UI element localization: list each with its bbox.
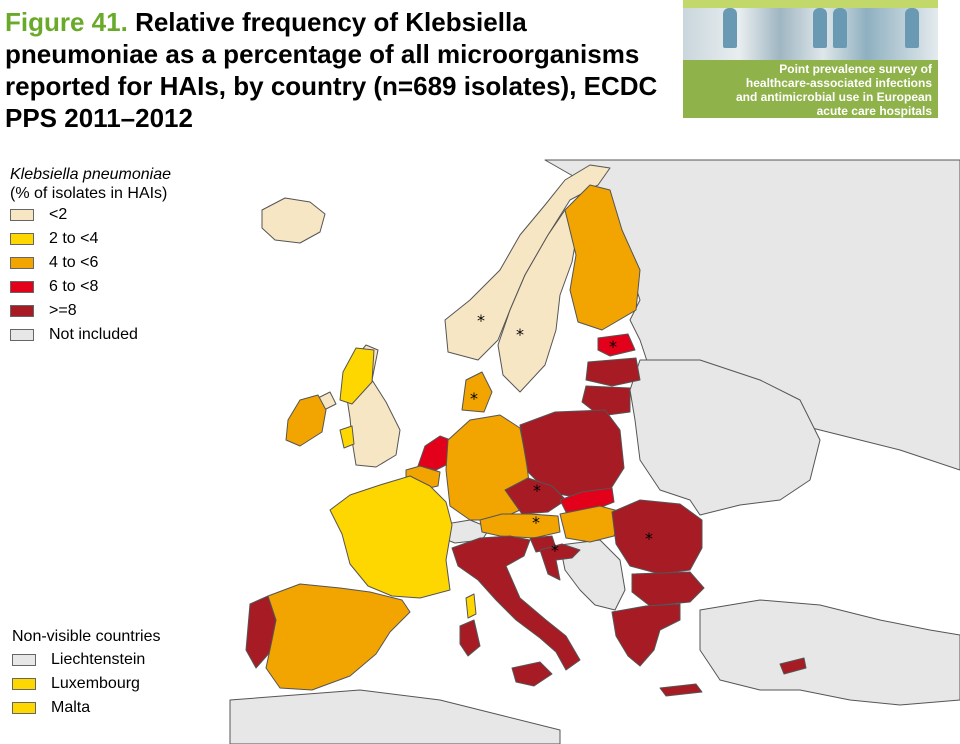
country-iceland xyxy=(261,197,326,244)
non-visible-label: Luxembourg xyxy=(51,675,140,692)
legend-title: Klebsiella pneumoniae (% of isolates in … xyxy=(10,165,171,203)
legend-title-italic: Klebsiella pneumoniae xyxy=(10,166,171,183)
legend-item: 4 to <6 xyxy=(10,251,171,275)
country-marker: * xyxy=(516,325,524,344)
legend-item: 2 to <4 xyxy=(10,227,171,251)
country-austria xyxy=(479,513,561,539)
country-norway xyxy=(444,164,611,361)
europe-choropleth-map: * * * * * * * * xyxy=(0,152,960,744)
figure-title-text: Relative frequency of Klebsiella pneumon… xyxy=(5,7,658,133)
non-visible-legend: Non-visible countries Liechtenstein Luxe… xyxy=(12,626,161,720)
legend-swatch xyxy=(10,281,34,293)
country-scotland xyxy=(339,347,375,405)
legend-title-rest: (% of isolates in HAIs) xyxy=(10,185,168,202)
report-cover-line: Point prevalence survey of xyxy=(779,62,932,76)
legend-swatch xyxy=(12,678,36,690)
report-cover-line: acute care hospitals xyxy=(816,104,932,118)
legend-swatch xyxy=(10,329,34,341)
country-latvia xyxy=(585,357,641,387)
legend-label: 2 to <4 xyxy=(49,230,99,247)
country-marker: * xyxy=(477,311,485,330)
country-greece xyxy=(611,603,681,667)
legend-item: >=8 xyxy=(10,299,171,323)
legend-swatch xyxy=(12,654,36,666)
country-turkey xyxy=(699,599,960,706)
figure-title: Figure 41. Relative frequency of Klebsie… xyxy=(5,6,675,134)
country-bulgaria xyxy=(631,571,705,607)
legend-swatch xyxy=(10,305,34,317)
country-denmark xyxy=(461,371,493,413)
legend-label: 6 to <8 xyxy=(49,278,99,295)
legend-item: Not included xyxy=(10,323,171,347)
legend-swatch xyxy=(10,209,34,221)
legend-swatch xyxy=(10,257,34,269)
country-finland xyxy=(564,184,641,331)
country-hungary xyxy=(559,505,623,543)
person-figure xyxy=(813,8,827,48)
country-balkans xyxy=(559,539,626,611)
country-north-africa xyxy=(229,689,561,744)
person-figure xyxy=(905,8,919,48)
person-figure xyxy=(833,8,847,48)
country-marker: * xyxy=(533,481,541,500)
country-estonia xyxy=(597,333,636,357)
report-cover-photo xyxy=(683,0,938,60)
legend-swatch xyxy=(12,702,36,714)
person-figure xyxy=(723,8,737,48)
country-marker: * xyxy=(470,389,478,408)
map-legend: Klebsiella pneumoniae (% of isolates in … xyxy=(10,165,171,347)
country-croatia xyxy=(539,543,581,581)
country-sardinia xyxy=(459,619,481,657)
country-crete xyxy=(659,683,703,697)
country-sicily xyxy=(511,661,553,687)
legend-label: >=8 xyxy=(49,302,77,319)
country-corsica xyxy=(465,593,477,619)
report-cover-image: Point prevalence survey of healthcare-as… xyxy=(683,0,938,118)
country-italy xyxy=(451,535,581,671)
country-wales xyxy=(339,425,355,449)
country-france xyxy=(329,475,453,599)
country-cyprus xyxy=(779,657,807,675)
non-visible-label: Malta xyxy=(51,699,91,716)
country-marker: * xyxy=(551,541,559,560)
legend-label: Not included xyxy=(49,326,138,343)
country-sweden xyxy=(497,209,579,393)
country-marker: * xyxy=(645,529,653,548)
report-cover-line: and antimicrobial use in European xyxy=(735,90,932,104)
country-romania xyxy=(611,499,703,575)
report-cover-title: Point prevalence survey of healthcare-as… xyxy=(683,62,938,118)
non-visible-item: Luxembourg xyxy=(12,672,161,696)
report-cover-line: healthcare-associated infections xyxy=(745,76,932,90)
country-marker: * xyxy=(532,513,540,532)
legend-swatch xyxy=(10,233,34,245)
legend-item: <2 xyxy=(10,203,171,227)
figure-label: Figure 41. xyxy=(5,7,128,37)
legend-label: <2 xyxy=(49,206,68,223)
non-visible-item: Malta xyxy=(12,696,161,720)
non-visible-title: Non-visible countries xyxy=(12,628,161,645)
legend-label: 4 to <6 xyxy=(49,254,99,271)
country-belarus-ukraine xyxy=(629,359,821,516)
country-lithuania xyxy=(581,385,631,417)
report-cover-band xyxy=(683,0,938,8)
non-visible-item: Liechtenstein xyxy=(12,648,161,672)
country-marker: * xyxy=(609,337,617,356)
country-spain xyxy=(265,583,411,691)
legend-item: 6 to <8 xyxy=(10,275,171,299)
country-ireland xyxy=(285,394,327,447)
non-visible-label: Liechtenstein xyxy=(51,651,146,668)
